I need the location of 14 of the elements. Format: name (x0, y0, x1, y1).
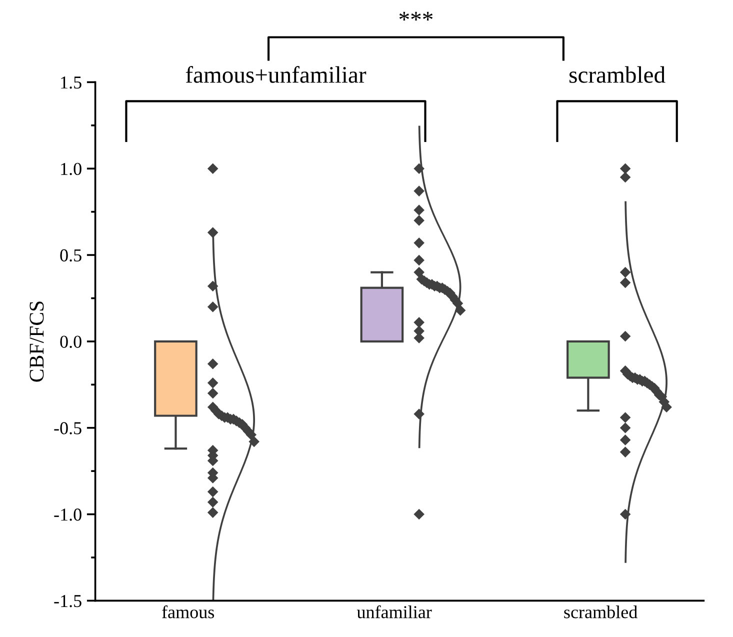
y-tick-label: 0.0 (60, 336, 82, 348)
y-tick-label: 1.5 (61, 76, 82, 89)
y-tick-label: 1.0 (61, 162, 82, 176)
y-tick-label: -1.0 (54, 508, 82, 521)
x-tick-label: scrambled (564, 606, 638, 618)
x-tick-label: famous (162, 605, 214, 618)
y-axis-title: CBF/FCS (30, 302, 44, 382)
y-tick-label: -1.5 (54, 595, 82, 608)
x-tick-label: unfamiliar (356, 605, 432, 618)
text: *** (399, 12, 433, 21)
y-tick-label: 0.5 (60, 249, 82, 262)
annotation: famous+unfamiliar (186, 66, 366, 83)
annotation: scrambled (570, 66, 666, 83)
y-tick-label: -0.5 (54, 422, 82, 434)
